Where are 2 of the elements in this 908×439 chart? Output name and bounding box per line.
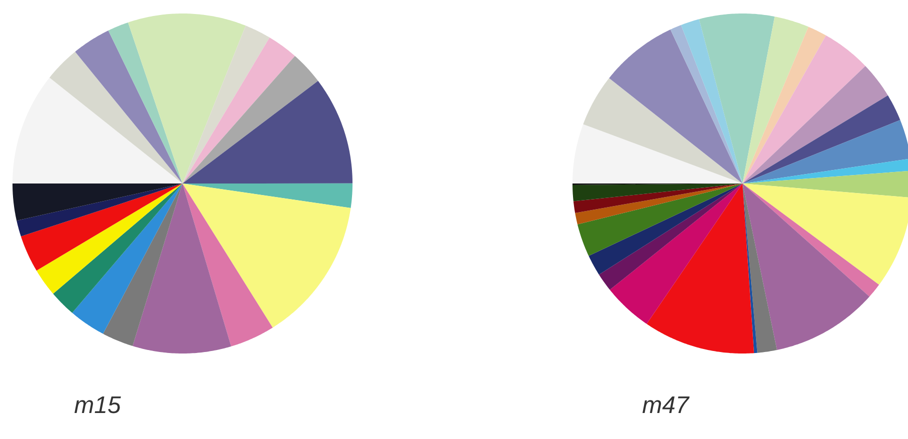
text: m15: [74, 392, 122, 419]
text: m47: [642, 392, 690, 419]
